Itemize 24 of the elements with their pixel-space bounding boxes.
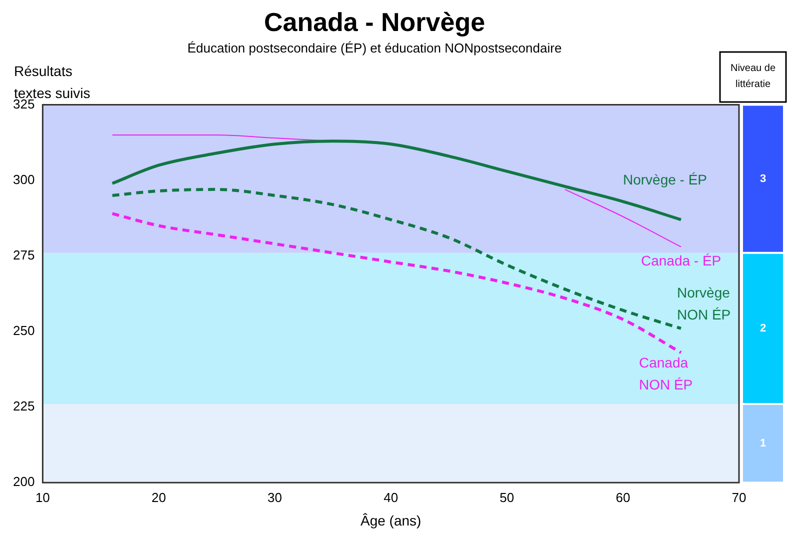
- y-tick-label: 275: [12, 248, 35, 262]
- line-series: [110, 140, 682, 222]
- x-tick-label: 10: [35, 490, 50, 505]
- band-label: 1: [760, 437, 766, 450]
- x-tick-label: 70: [732, 490, 746, 505]
- x-tick-label: 60: [616, 490, 630, 505]
- chart-title: Canada - Norvège: [264, 6, 486, 37]
- x-tick-label: 40: [384, 490, 398, 505]
- x-tick-label: 50: [500, 490, 514, 505]
- series-label: Canada - ÉP: [640, 252, 722, 269]
- band-label: 3: [760, 172, 766, 185]
- chart-subtitle: Éducation postsecondaire (ÉP) et éducation NONpostsecondaire: [187, 40, 562, 56]
- x-tick-label: 20: [152, 490, 166, 505]
- legend-title: Niveau de littératie: [730, 62, 776, 90]
- x-tick-label: 30: [268, 490, 282, 505]
- y-tick-label: 250: [12, 323, 35, 338]
- series-label: Norvège - ÉP: [622, 172, 708, 188]
- y-tick-label: 200: [12, 474, 35, 490]
- y-tick-label: 300: [12, 172, 35, 187]
- series-label: Norvège NON ÉP: [676, 284, 731, 322]
- y-tick-label: 225: [12, 398, 35, 414]
- x-axis-title: Âge (ans): [360, 512, 422, 528]
- series-label: Canada NON ÉP: [638, 354, 693, 392]
- band-label: 2: [760, 322, 766, 334]
